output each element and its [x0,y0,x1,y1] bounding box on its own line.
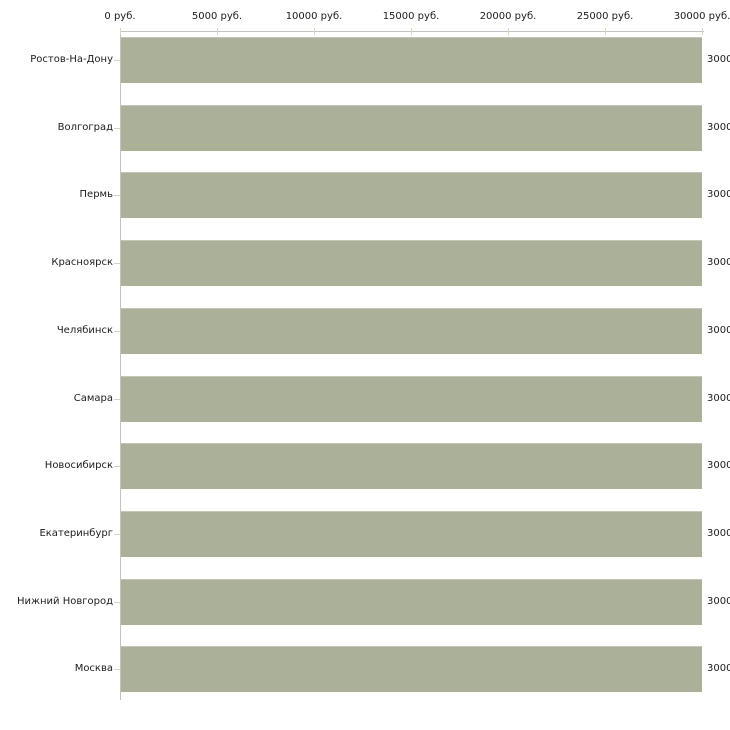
category-label: Нижний Новгород [16,595,113,607]
bar [121,443,702,490]
bar [121,307,702,354]
bar [121,646,702,693]
y-axis-tick-mark [114,533,120,535]
bar [121,104,702,151]
y-axis-tick-mark [114,398,120,400]
x-axis-tick-mark [120,28,121,35]
y-axis-tick-mark [114,263,120,265]
x-axis-tick-label: 5000 руб. [191,11,243,22]
bar-value-label: 30000 [707,595,730,607]
x-axis-tick-mark [314,28,315,35]
bar-value-label: 30000 [707,663,730,675]
x-axis-tick-label: 25000 руб. [576,11,634,22]
category-label: Волгоград [57,121,113,133]
y-axis-tick-mark [114,466,120,468]
category-label: Москва [74,663,113,675]
bar-value-label: 30000 [707,257,730,269]
category-label: Ростов-На-Дону [30,54,113,65]
x-axis-tick-mark [702,28,703,35]
bar-value-label: 30000 [707,460,730,472]
bar-value-label: 30000 [707,324,730,336]
x-axis-tick-mark [508,28,509,35]
y-axis-tick-mark [114,60,120,61]
bar-value-label: 30000 [707,189,730,201]
y-axis-line [120,31,121,700]
category-label: Пермь [79,189,113,201]
category-label: Новосибирск [44,460,113,472]
category-label: Самара [73,392,113,404]
bar-value-label: 30000 [707,392,730,404]
x-axis-line [120,31,704,32]
bar [121,510,702,557]
bar-value-label: 30000 [707,121,730,133]
bar [121,37,702,83]
bar [121,375,702,422]
category-label: Екатеринбург [39,527,113,539]
x-axis-tick-mark [411,28,412,35]
category-label: Красноярск [51,257,113,269]
y-axis-tick-mark [114,330,120,332]
y-axis-tick-mark [114,195,120,197]
y-axis-tick-mark [114,127,120,129]
bar-value-label: 30000 [707,527,730,539]
x-axis-tick-label: 0 руб. [104,11,136,22]
bar [121,172,702,219]
y-axis-tick-mark [114,601,120,603]
x-axis-tick-mark [605,28,606,35]
x-axis-tick-mark [217,28,218,35]
x-axis-tick-label: 15000 руб. [382,11,440,22]
category-label: Челябинск [56,324,113,336]
y-axis-tick-mark [114,669,120,671]
x-axis-tick-label: 10000 руб. [285,11,343,22]
bar-value-label: 30000 [707,54,730,65]
x-axis-tick-label: 20000 руб. [479,11,537,22]
bar [121,578,702,625]
x-axis-tick-label: 30000 руб. [673,11,730,22]
bar [121,240,702,287]
